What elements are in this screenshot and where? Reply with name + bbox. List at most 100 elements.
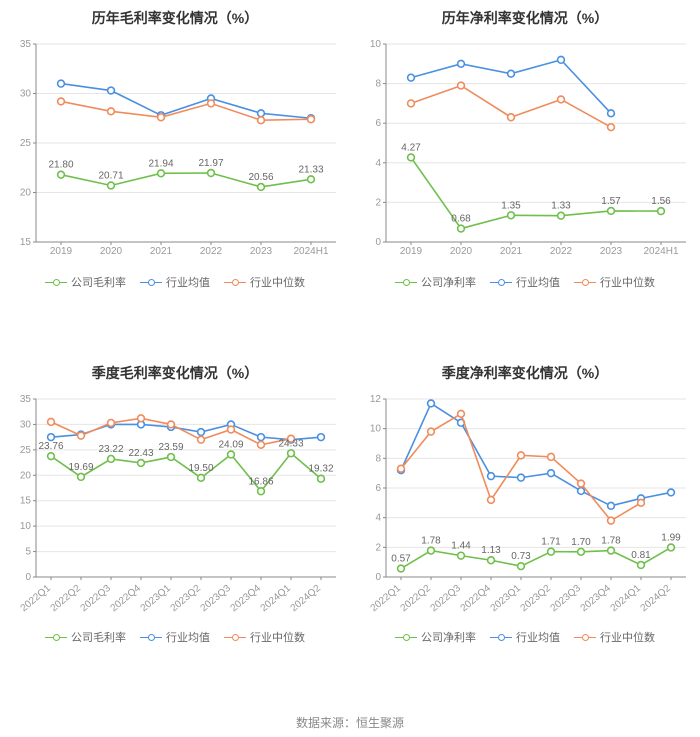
marker-company bbox=[288, 450, 295, 457]
svg-text:2023Q3: 2023Q3 bbox=[549, 583, 584, 615]
point-label: 23.76 bbox=[38, 441, 63, 452]
svg-text:2024Q2: 2024Q2 bbox=[639, 583, 674, 615]
legend-swatch-icon bbox=[224, 632, 246, 642]
legend-swatch-icon bbox=[574, 632, 596, 642]
legend-label: 行业中位数 bbox=[250, 274, 305, 290]
marker-company bbox=[308, 176, 315, 183]
legend-item-company[interactable]: 公司净利率 bbox=[395, 274, 476, 290]
legend-item-company[interactable]: 公司毛利率 bbox=[45, 274, 126, 290]
marker-company bbox=[458, 552, 465, 559]
marker-industry_avg bbox=[518, 474, 525, 481]
chart-svg: 051015202530352022Q12022Q22022Q32022Q420… bbox=[4, 385, 346, 625]
marker-company bbox=[488, 557, 495, 564]
marker-industry_median bbox=[258, 117, 265, 124]
legend-item-industry_avg[interactable]: 行业均值 bbox=[140, 629, 210, 645]
point-label: 21.33 bbox=[298, 164, 323, 175]
legend-swatch-icon bbox=[140, 277, 162, 287]
marker-company bbox=[108, 182, 115, 189]
marker-company bbox=[458, 225, 465, 232]
point-label: 22.43 bbox=[128, 448, 153, 459]
marker-industry_median bbox=[608, 124, 615, 131]
chart-svg: 0246810201920202021202220232024H14.270.6… bbox=[354, 30, 696, 270]
svg-text:12: 12 bbox=[370, 394, 382, 405]
svg-text:8: 8 bbox=[375, 453, 381, 464]
point-label: 4.27 bbox=[401, 142, 421, 153]
marker-industry_avg bbox=[58, 80, 65, 87]
point-label: 1.13 bbox=[481, 545, 501, 556]
svg-text:2024Q1: 2024Q1 bbox=[259, 583, 294, 615]
svg-text:30: 30 bbox=[20, 419, 32, 430]
legend-item-company[interactable]: 公司净利率 bbox=[395, 629, 476, 645]
svg-text:20: 20 bbox=[20, 188, 32, 199]
marker-industry_median bbox=[108, 108, 115, 115]
svg-text:10: 10 bbox=[20, 521, 32, 532]
legend-item-industry_avg[interactable]: 行业均值 bbox=[140, 274, 210, 290]
chart-area-annual-gross: 1520253035201920202021202220232024H121.8… bbox=[4, 30, 346, 270]
marker-industry_avg bbox=[558, 56, 565, 63]
marker-company bbox=[578, 548, 585, 555]
marker-company bbox=[408, 154, 415, 161]
chart-title: 季度毛利率变化情况（%） bbox=[4, 363, 346, 383]
svg-text:25: 25 bbox=[20, 445, 32, 456]
marker-industry_avg bbox=[258, 110, 265, 117]
series-industry_avg bbox=[61, 84, 311, 119]
point-label: 0.73 bbox=[511, 551, 531, 562]
legend-item-industry_median[interactable]: 行业中位数 bbox=[224, 274, 305, 290]
legend-item-industry_median[interactable]: 行业中位数 bbox=[574, 629, 655, 645]
legend-swatch-icon bbox=[140, 632, 162, 642]
svg-text:0: 0 bbox=[375, 572, 381, 583]
marker-company bbox=[608, 547, 615, 554]
marker-industry_avg bbox=[198, 429, 205, 436]
marker-industry_avg bbox=[428, 400, 435, 407]
svg-text:2024H1: 2024H1 bbox=[643, 246, 678, 257]
marker-company bbox=[78, 473, 85, 480]
marker-company bbox=[108, 456, 115, 463]
marker-industry_median bbox=[228, 426, 235, 433]
legend-item-industry_median[interactable]: 行业中位数 bbox=[574, 274, 655, 290]
point-label: 1.78 bbox=[421, 536, 441, 547]
svg-text:4: 4 bbox=[375, 513, 381, 524]
svg-text:2: 2 bbox=[375, 197, 381, 208]
point-label: 23.22 bbox=[98, 444, 123, 455]
legend-swatch-icon bbox=[490, 277, 512, 287]
point-label: 0.57 bbox=[391, 554, 411, 565]
svg-text:2024H1: 2024H1 bbox=[293, 246, 328, 257]
legend-item-industry_avg[interactable]: 行业均值 bbox=[490, 629, 560, 645]
point-label: 20.56 bbox=[248, 172, 273, 183]
marker-company bbox=[428, 547, 435, 554]
marker-industry_median bbox=[638, 499, 645, 506]
marker-company bbox=[558, 212, 565, 219]
svg-text:15: 15 bbox=[20, 496, 32, 507]
point-label: 1.35 bbox=[501, 200, 521, 211]
point-label: 24.33 bbox=[278, 438, 303, 449]
marker-company bbox=[138, 460, 145, 467]
marker-company bbox=[58, 171, 65, 178]
svg-text:2023Q1: 2023Q1 bbox=[139, 583, 174, 615]
marker-company bbox=[638, 562, 645, 569]
legend-item-industry_median[interactable]: 行业中位数 bbox=[224, 629, 305, 645]
marker-company bbox=[518, 563, 525, 570]
svg-text:2023Q1: 2023Q1 bbox=[489, 583, 524, 615]
point-label: 1.99 bbox=[661, 532, 681, 543]
marker-company bbox=[198, 474, 205, 481]
legend-swatch-icon bbox=[224, 277, 246, 287]
svg-text:0: 0 bbox=[25, 572, 31, 583]
point-label: 23.59 bbox=[158, 442, 183, 453]
marker-industry_avg bbox=[458, 60, 465, 67]
svg-text:2022: 2022 bbox=[200, 246, 223, 257]
point-label: 21.94 bbox=[148, 158, 173, 169]
svg-text:2020: 2020 bbox=[450, 246, 473, 257]
legend-item-industry_avg[interactable]: 行业均值 bbox=[490, 274, 560, 290]
point-label: 0.81 bbox=[631, 550, 651, 561]
svg-text:10: 10 bbox=[370, 39, 382, 50]
chart-svg: 1520253035201920202021202220232024H121.8… bbox=[4, 30, 346, 270]
chart-area-annual-net: 0246810201920202021202220232024H14.270.6… bbox=[354, 30, 696, 270]
legend-item-company[interactable]: 公司毛利率 bbox=[45, 629, 126, 645]
marker-industry_median bbox=[548, 453, 555, 460]
marker-industry_median bbox=[408, 100, 415, 107]
marker-industry_median bbox=[48, 418, 55, 425]
marker-industry_median bbox=[138, 415, 145, 422]
chart-title: 历年毛利率变化情况（%） bbox=[4, 8, 346, 28]
point-label: 19.69 bbox=[68, 462, 93, 473]
point-label: 16.86 bbox=[248, 476, 273, 487]
